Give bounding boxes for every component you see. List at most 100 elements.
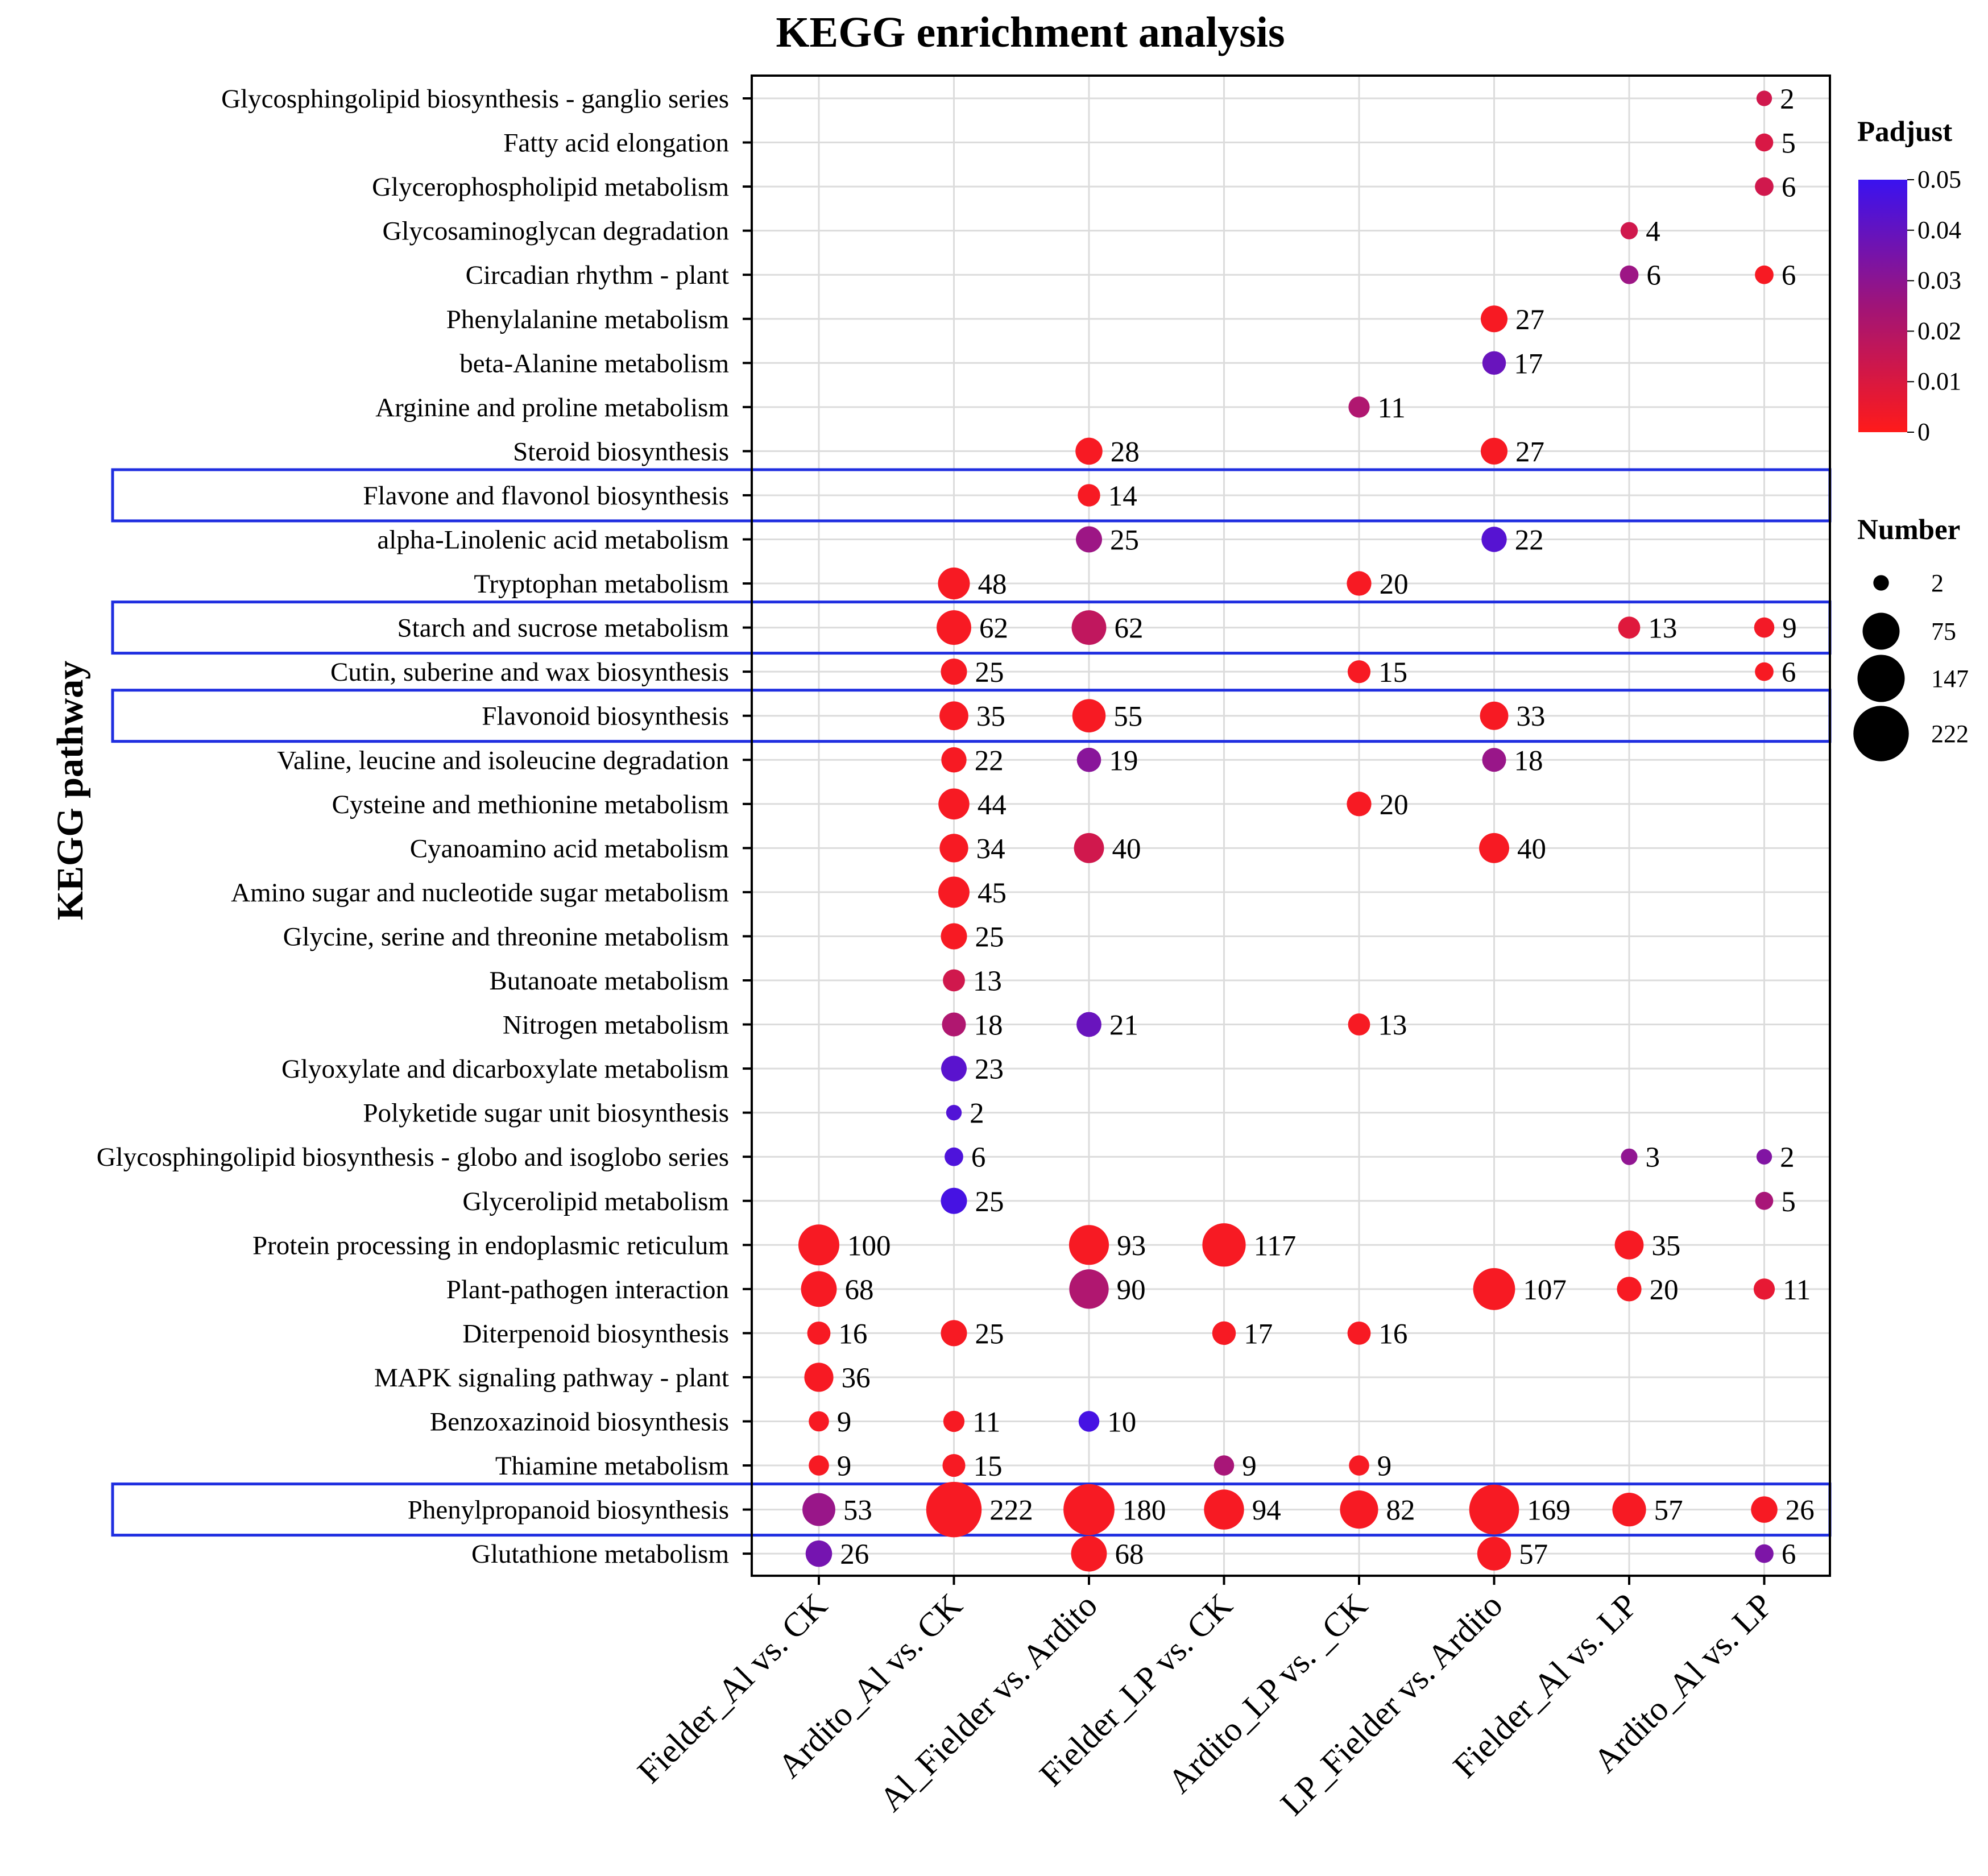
data-label: 13 bbox=[973, 966, 1002, 997]
data-label: 13 bbox=[1648, 613, 1677, 645]
data-label: 222 bbox=[989, 1495, 1033, 1527]
data-point bbox=[941, 747, 967, 773]
data-point bbox=[1347, 792, 1372, 817]
highlight-boxes bbox=[111, 468, 1832, 1537]
data-point bbox=[1076, 1012, 1101, 1037]
y-tick-label: Phenylpropanoid biosynthesis bbox=[408, 1496, 729, 1525]
data-point bbox=[1071, 610, 1107, 645]
data-point bbox=[807, 1322, 831, 1345]
data-point bbox=[1754, 617, 1775, 638]
data-point bbox=[801, 1271, 837, 1307]
data-point bbox=[1072, 699, 1106, 732]
data-label: 94 bbox=[1252, 1495, 1281, 1527]
y-tick-label: Amino sugar and nucleotide sugar metabol… bbox=[231, 878, 729, 908]
grid-lines bbox=[752, 76, 1830, 1576]
data-point bbox=[1477, 1537, 1511, 1571]
data-label: 5 bbox=[1781, 1186, 1796, 1218]
colorbar-tick-label: 0.03 bbox=[1917, 267, 1961, 295]
chart-title: KEGG enrichment analysis bbox=[776, 9, 1285, 56]
x-tick-label: Al_Fielder vs. Ardito bbox=[872, 1587, 1104, 1819]
data-label: 57 bbox=[1654, 1495, 1683, 1527]
y-tick-label: Fatty acid elongation bbox=[503, 129, 729, 158]
data-label: 68 bbox=[1115, 1539, 1144, 1571]
colorbar-tick-label: 0.05 bbox=[1917, 165, 1961, 193]
data-label: 17 bbox=[1514, 348, 1543, 380]
data-point bbox=[946, 1104, 962, 1121]
data-label: 169 bbox=[1527, 1495, 1571, 1527]
data-label: 180 bbox=[1123, 1495, 1166, 1527]
data-label: 62 bbox=[979, 613, 1008, 645]
data-point bbox=[1751, 1496, 1778, 1523]
data-label: 15 bbox=[1378, 657, 1407, 689]
data-label: 9 bbox=[1782, 613, 1797, 645]
data-label: 6 bbox=[1782, 1539, 1796, 1571]
data-point bbox=[1068, 1225, 1109, 1265]
data-point bbox=[1480, 701, 1509, 730]
data-point bbox=[1755, 662, 1774, 681]
data-label: 68 bbox=[844, 1274, 873, 1306]
data-point bbox=[1078, 484, 1100, 507]
data-point bbox=[1213, 1455, 1235, 1476]
y-axis-ticks: Glycosphingolipid biosynthesis - ganglio… bbox=[97, 84, 752, 1569]
data-label: 23 bbox=[975, 1054, 1004, 1086]
data-label: 22 bbox=[975, 745, 1004, 777]
y-tick-label: Phenylalanine metabolism bbox=[446, 305, 729, 334]
data-label: 25 bbox=[975, 657, 1004, 689]
data-point bbox=[1075, 437, 1103, 465]
y-tick-label: Cysteine and methionine metabolism bbox=[332, 790, 729, 819]
y-tick-label: Glycerolipid metabolism bbox=[462, 1187, 729, 1216]
y-tick-label: Starch and sucrose metabolism bbox=[397, 614, 729, 643]
data-label: 14 bbox=[1108, 481, 1137, 512]
data-point bbox=[943, 1410, 965, 1432]
y-tick-label: Steroid biosynthesis bbox=[513, 437, 729, 466]
data-label: 35 bbox=[976, 701, 1005, 733]
data-point bbox=[1204, 1489, 1244, 1530]
data-point bbox=[1620, 265, 1639, 284]
data-label: 90 bbox=[1117, 1274, 1146, 1306]
data-point bbox=[1340, 1490, 1378, 1529]
y-tick-label: Glycosphingolipid biosynthesis - ganglio… bbox=[221, 84, 729, 114]
data-point bbox=[939, 701, 968, 731]
data-label: 44 bbox=[978, 789, 1007, 821]
data-point bbox=[802, 1493, 835, 1526]
data-label: 22 bbox=[1515, 525, 1544, 557]
padjust-legend-title: Padjust bbox=[1857, 116, 1952, 148]
data-label: 2 bbox=[1780, 84, 1795, 115]
y-tick-label: Cyanoamino acid metabolism bbox=[410, 834, 729, 863]
data-point bbox=[798, 1224, 839, 1266]
data-label: 18 bbox=[1514, 745, 1543, 777]
data-label: 25 bbox=[975, 1186, 1004, 1218]
data-label: 40 bbox=[1112, 833, 1141, 865]
data-label: 11 bbox=[972, 1407, 1000, 1439]
size-legend-label: 222 bbox=[1931, 720, 1969, 748]
data-point bbox=[1756, 90, 1772, 106]
data-label: 6 bbox=[1782, 260, 1796, 292]
data-label: 62 bbox=[1114, 613, 1143, 645]
data-point bbox=[809, 1455, 829, 1476]
data-point bbox=[1348, 1013, 1370, 1036]
data-label: 100 bbox=[847, 1230, 891, 1262]
colorbar-tick-label: 0.01 bbox=[1917, 367, 1961, 395]
y-tick-label: alpha-Linolenic acid metabolism bbox=[377, 525, 729, 555]
data-point bbox=[1617, 1277, 1642, 1302]
y-tick-label: Arginine and proline metabolism bbox=[375, 393, 729, 423]
size-legend-label: 2 bbox=[1931, 569, 1944, 597]
data-label: 45 bbox=[978, 877, 1007, 909]
data-point bbox=[1202, 1223, 1246, 1267]
y-tick-label: Glyoxylate and dicarboxylate metabolism bbox=[281, 1054, 729, 1084]
data-point bbox=[943, 969, 965, 992]
y-tick-label: Butanoate metabolism bbox=[489, 966, 729, 996]
data-label: 117 bbox=[1254, 1230, 1297, 1262]
plot-frame bbox=[751, 74, 1831, 1577]
y-tick-label: Cutin, suberine and wax biosynthesis bbox=[330, 657, 729, 687]
data-point bbox=[941, 659, 967, 685]
data-label: 40 bbox=[1517, 833, 1546, 865]
size-legend-label: 75 bbox=[1931, 618, 1956, 645]
data-point bbox=[945, 1147, 963, 1166]
y-tick-label: Nitrogen metabolism bbox=[503, 1011, 729, 1040]
data-label: 18 bbox=[974, 1010, 1003, 1042]
data-point bbox=[1212, 1321, 1236, 1345]
data-point bbox=[1473, 1268, 1515, 1310]
data-label: 27 bbox=[1515, 304, 1544, 336]
